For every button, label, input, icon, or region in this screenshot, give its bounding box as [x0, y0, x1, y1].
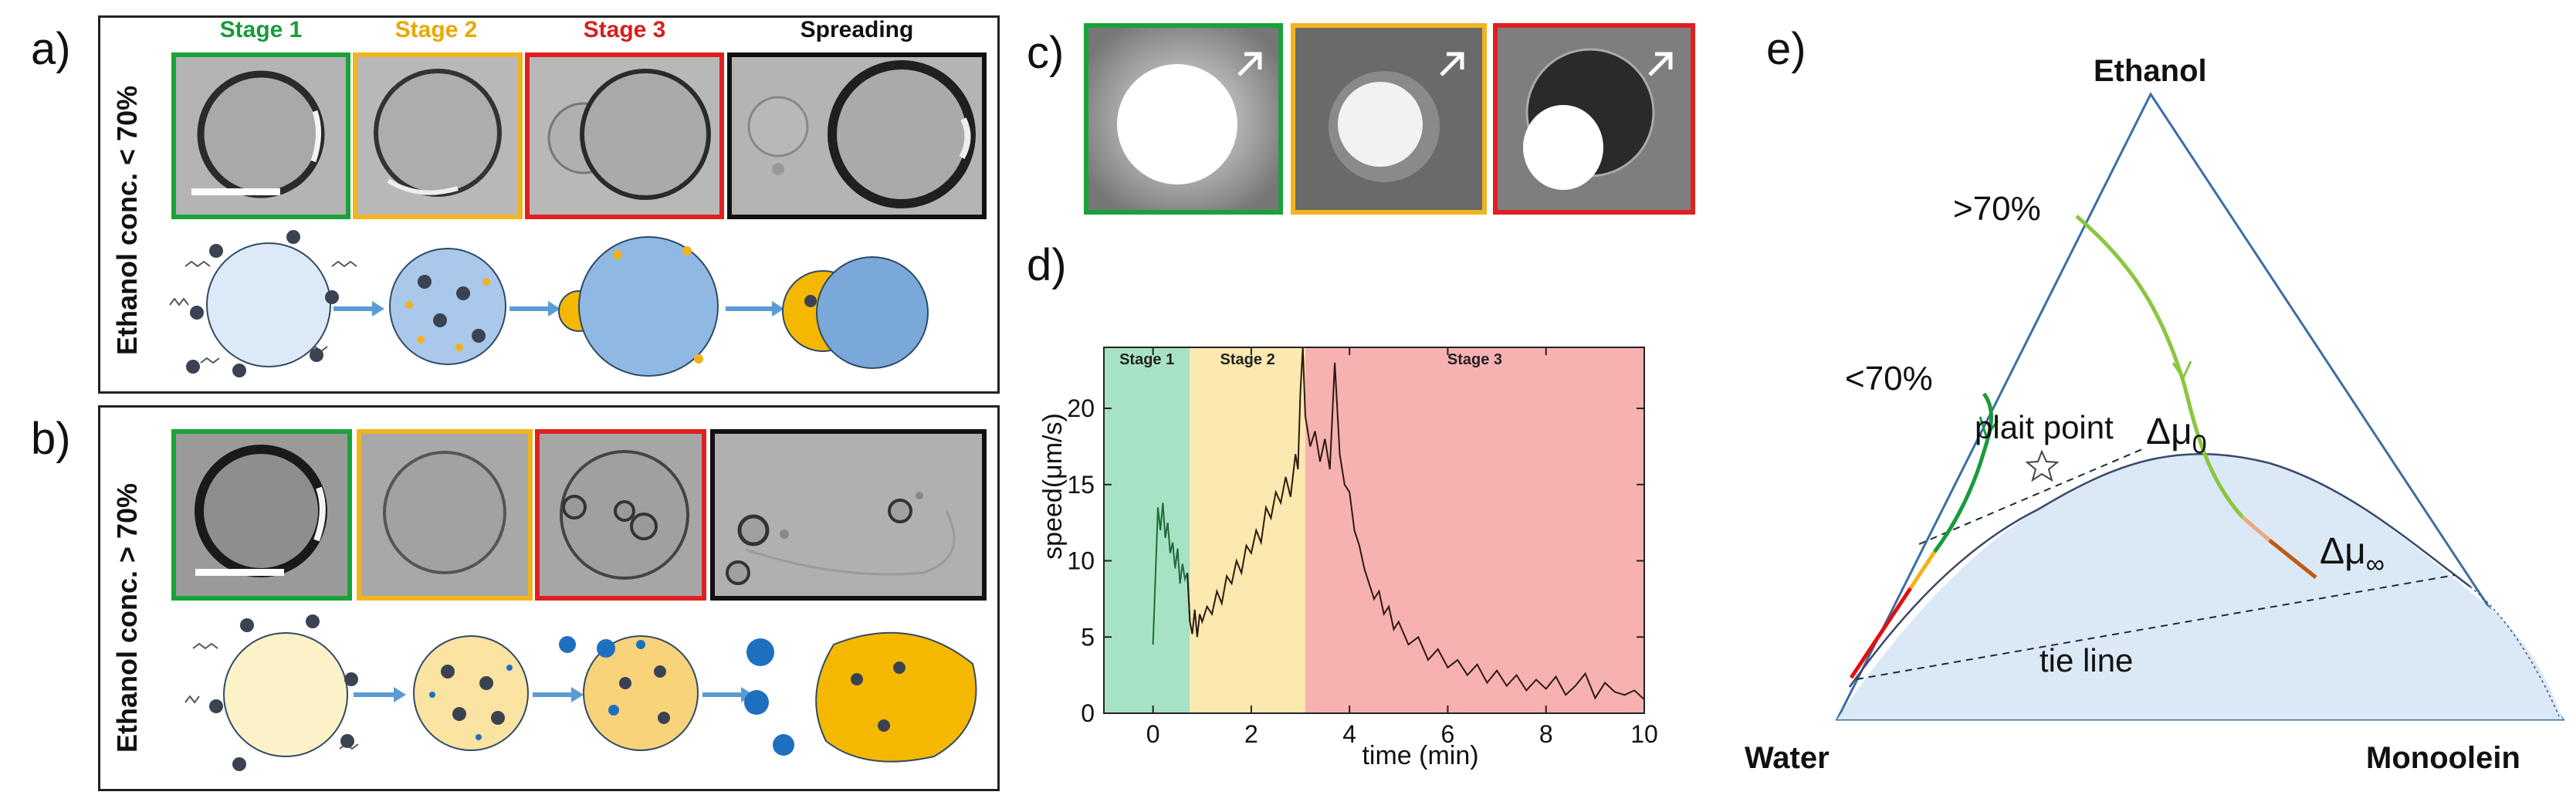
y-tick-label: 10: [1067, 547, 1095, 575]
fluorescence-c-stage1: [1084, 23, 1283, 215]
y-tick-label: 5: [1081, 623, 1095, 651]
schematic-b: [184, 614, 977, 771]
micrograph-a-stage3: [525, 52, 724, 219]
stage-region-1: [1104, 347, 1190, 713]
tie-line-lower: [1856, 574, 2456, 680]
label-delta-mu-0: Δμ0: [2146, 411, 2207, 459]
path-yellow: [1908, 550, 1937, 590]
ternary-diagram: Ethanol Water Monoolein >70% <70% plait …: [1745, 54, 2565, 775]
panel-label-a: a): [31, 24, 71, 74]
x-tick-label: 8: [1539, 720, 1553, 748]
stage-label-spreading: Spreading: [800, 17, 914, 42]
label-delta-mu-inf: Δμ∞: [2320, 531, 2385, 579]
two-phase-region: [1837, 454, 2563, 719]
panel-label-b: b): [31, 414, 71, 464]
stage-label-1: Stage 1: [219, 17, 303, 42]
path-green-low: [1933, 392, 1993, 553]
label-above-70: >70%: [1953, 190, 2041, 228]
label-below-70: <70%: [1845, 360, 1933, 398]
micrograph-b-spreading: [710, 429, 987, 601]
x-tick-label: 2: [1244, 720, 1258, 748]
stage-label-2: Stage 2: [394, 17, 478, 42]
micrograph-a-spreading: [727, 52, 987, 219]
schematic-a-final-droplet: [816, 256, 929, 369]
x-tick-label: 10: [1630, 720, 1658, 748]
panel-b-frame: [98, 405, 1000, 791]
plot-frame: [1103, 347, 1645, 714]
micrograph-a-stage1: [171, 52, 350, 219]
plait-point-star-icon: [2025, 449, 2060, 482]
micrograph-b-stage3: [535, 429, 706, 601]
panel-a-frame: [98, 15, 1000, 394]
panel-a-side-label: Ethanol conc. < 70%: [111, 85, 143, 355]
speed-series-stage1: [1152, 503, 1191, 645]
y-tick-label: 0: [1081, 699, 1095, 727]
panel-label-c: c): [1027, 28, 1065, 78]
panel-b-side-label: Ethanol conc. > 70%: [111, 482, 143, 753]
x-tick-label: 4: [1342, 720, 1356, 748]
label-tie-line: tie line: [2039, 642, 2133, 678]
stage-label-3: Stage 3: [583, 17, 666, 42]
vertex-water: Water: [1745, 741, 1830, 775]
speed-chart: Stage 1 Stage 2 Stage 3 0 2 4 6 8 10 0 5 10 15 20 ti…: [1038, 347, 1658, 770]
x-tick-label: 0: [1146, 720, 1160, 748]
label-plait-point: plait point: [1975, 409, 2114, 445]
panel-label-d: d): [1027, 240, 1067, 290]
fluorescence-c-stage2: [1291, 23, 1487, 215]
path-orange: [2241, 516, 2271, 542]
vertex-ethanol: Ethanol: [2094, 54, 2207, 88]
binodal-curve: [1848, 452, 2471, 688]
path-red: [1849, 587, 1913, 679]
y-tick-label: 15: [1067, 471, 1095, 499]
y-axis-label: speed(μm/s): [1038, 413, 1068, 560]
stage-region-label-2: Stage 2: [1220, 351, 1275, 368]
micrograph-a-stage2: [353, 52, 523, 219]
stage-region-label-1: Stage 1: [1119, 351, 1174, 368]
micrograph-b-stage1: [171, 429, 352, 601]
vertex-monoolein: Monoolein: [2366, 741, 2520, 775]
stage-region-3: [1305, 347, 1644, 713]
stage-region-label-3: Stage 3: [1447, 351, 1502, 368]
micrograph-b-stage2: [357, 429, 533, 601]
x-axis-label: time (min): [1362, 741, 1478, 770]
stage-region-2: [1190, 347, 1305, 713]
path-brown: [2268, 539, 2317, 579]
panel-label-e: e): [1766, 24, 1806, 74]
speed-series: [1186, 347, 1645, 700]
y-tick-label: 20: [1067, 394, 1095, 422]
tie-line-upper: [1918, 448, 2143, 545]
x-tick-label: 6: [1441, 720, 1455, 748]
fluorescence-c-stage3: [1493, 23, 1695, 215]
